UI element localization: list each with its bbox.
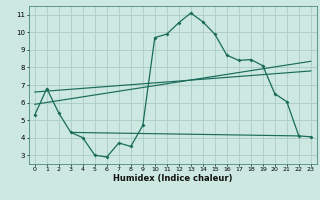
X-axis label: Humidex (Indice chaleur): Humidex (Indice chaleur) <box>113 174 233 183</box>
